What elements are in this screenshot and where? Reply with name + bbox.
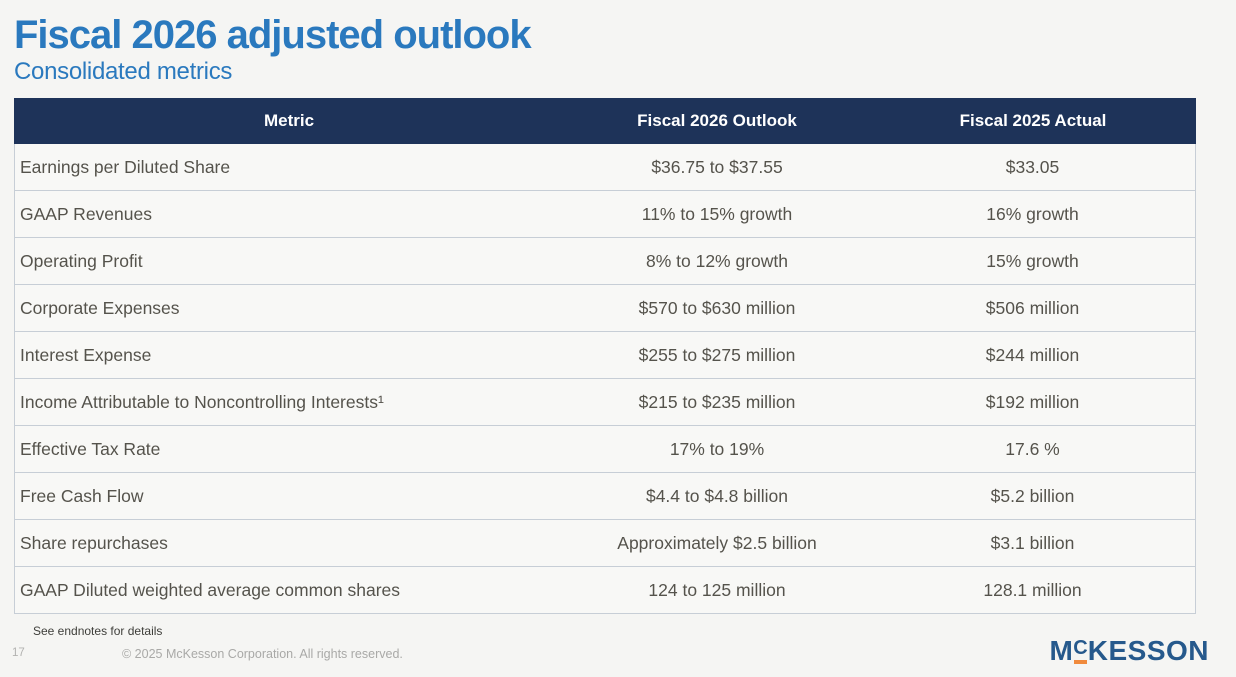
fiscal-2025-actual-cell: $506 million [870, 285, 1196, 333]
page-subtitle: Consolidated metrics [14, 57, 233, 85]
fiscal-2025-actual-cell: 17.6 % [870, 426, 1196, 474]
table-row: Income Attributable to Noncontrolling In… [14, 379, 1196, 427]
fiscal-2026-outlook-cell: 17% to 19% [564, 426, 870, 474]
page-number: 17 [12, 647, 25, 659]
copyright-text: © 2025 McKesson Corporation. All rights … [122, 647, 403, 661]
fiscal-2025-actual-cell: 15% growth [870, 238, 1196, 286]
logo-orange-underline-icon [1074, 660, 1088, 664]
table-row: Free Cash Flow $4.4 to $4.8 billion $5.2 b… [14, 473, 1196, 521]
logo-letters-kesson: KESSON [1087, 635, 1209, 666]
fiscal-2025-actual-cell: $5.2 billion [870, 473, 1196, 521]
column-header-fiscal-2026-outlook: Fiscal 2026 Outlook [564, 98, 870, 145]
metric-cell: GAAP Diluted weighted average common sha… [14, 567, 564, 615]
table-row: Effective Tax Rate 17% to 19% 17.6 % [14, 426, 1196, 474]
column-header-metric: Metric [14, 98, 564, 145]
fiscal-2026-outlook-cell: Approximately $2.5 billion [564, 520, 870, 568]
fiscal-2026-outlook-cell: $4.4 to $4.8 billion [564, 473, 870, 521]
fiscal-2025-actual-cell: $192 million [870, 379, 1196, 427]
mckesson-logo: M C KESSON [1049, 637, 1209, 665]
fiscal-2026-outlook-cell: $570 to $630 million [564, 285, 870, 333]
fiscal-2026-outlook-cell: 11% to 15% growth [564, 191, 870, 239]
consolidated-metrics-table: Metric Fiscal 2026 Outlook Fiscal 2025 A… [14, 98, 1196, 615]
metric-cell: Corporate Expenses [14, 285, 564, 333]
fiscal-2026-outlook-cell: 124 to 125 million [564, 567, 870, 615]
table-row: Earnings per Diluted Share $36.75 to $37.… [14, 144, 1196, 192]
fiscal-2025-actual-cell: $3.1 billion [870, 520, 1196, 568]
metric-cell: GAAP Revenues [14, 191, 564, 239]
fiscal-2026-outlook-cell: 8% to 12% growth [564, 238, 870, 286]
fiscal-2025-actual-cell: 16% growth [870, 191, 1196, 239]
metric-cell: Income Attributable to Noncontrolling In… [14, 379, 564, 427]
metric-cell: Interest Expense [14, 332, 564, 380]
slide-header: Fiscal 2026 adjusted outlook Consolidate… [0, 0, 1236, 85]
fiscal-2025-actual-cell: $33.05 [870, 144, 1196, 192]
metric-cell: Operating Profit [14, 238, 564, 286]
logo-letter-c: C [1073, 637, 1088, 659]
table-row: Operating Profit 8% to 12% growth 15% grow… [14, 238, 1196, 286]
metric-cell: Earnings per Diluted Share [14, 144, 564, 192]
column-header-fiscal-2025-actual: Fiscal 2025 Actual [870, 98, 1196, 145]
table-row: GAAP Revenues 11% to 15% growth 16% growth [14, 191, 1196, 239]
logo-small-c-group: C [1073, 637, 1088, 664]
metric-cell: Free Cash Flow [14, 473, 564, 521]
table-row: Corporate Expenses $570 to $630 million $5… [14, 285, 1196, 333]
table-header-row: Metric Fiscal 2026 Outlook Fiscal 2025 A… [14, 98, 1196, 145]
fiscal-2026-outlook-cell: $255 to $275 million [564, 332, 870, 380]
table-row: Share repurchases Approximately $2.5 bill… [14, 520, 1196, 568]
fiscal-2025-actual-cell: $244 million [870, 332, 1196, 380]
table-row: Interest Expense $255 to $275 million $244… [14, 332, 1196, 380]
page-title: Fiscal 2026 adjusted outlook [14, 13, 532, 57]
endnote-text: See endnotes for details [33, 624, 163, 638]
metric-cell: Share repurchases [14, 520, 564, 568]
fiscal-2026-outlook-cell: $215 to $235 million [564, 379, 870, 427]
fiscal-2026-outlook-cell: $36.75 to $37.55 [564, 144, 870, 192]
fiscal-2025-actual-cell: 128.1 million [870, 567, 1196, 615]
table-row: GAAP Diluted weighted average common sha… [14, 567, 1196, 615]
logo-letter-m: M [1049, 635, 1074, 666]
metric-cell: Effective Tax Rate [14, 426, 564, 474]
